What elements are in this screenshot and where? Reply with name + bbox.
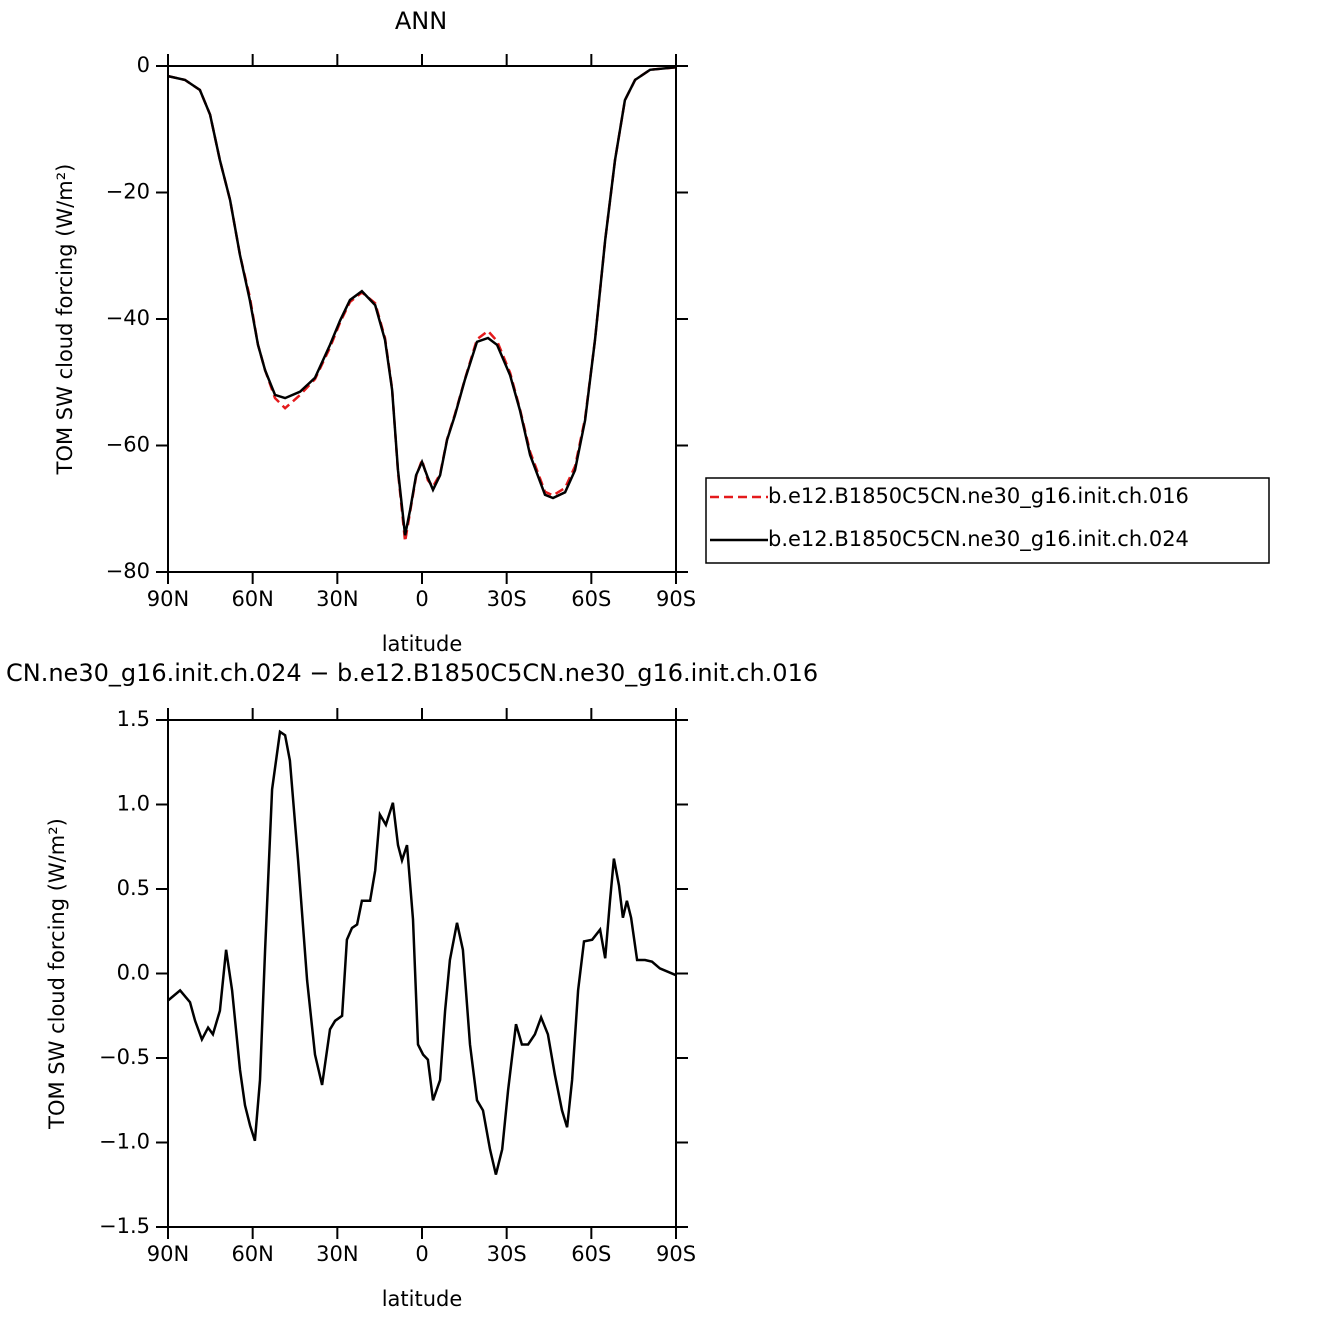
y-tick-label: 0.5 <box>117 876 150 900</box>
x-tick-label: 30S <box>487 1242 527 1266</box>
y-tick-label: −0.5 <box>99 1045 150 1069</box>
plot-frame <box>167 719 677 1228</box>
y-tick-label: −1.0 <box>99 1130 150 1154</box>
chart-title: CN.ne30_g16.init.ch.024 − b.e12.B1850C5C… <box>6 659 818 687</box>
x-tick-label: 90N <box>147 587 189 611</box>
x-tick-label: 90S <box>656 1242 696 1266</box>
x-tick-label: 90N <box>147 1242 189 1266</box>
y-tick-label: −20 <box>106 180 150 204</box>
x-tick-label: 0 <box>415 1242 428 1266</box>
x-tick-label: 60N <box>231 1242 273 1266</box>
legend-box <box>705 477 1270 564</box>
x-tick-label: 0 <box>415 587 428 611</box>
plot-frame <box>167 65 677 573</box>
y-tick-label: 0 <box>137 53 150 77</box>
y-axis-label: TOM SW cloud forcing (W/m²) <box>53 164 77 476</box>
x-tick-label: 60S <box>571 587 611 611</box>
x-axis-label: latitude <box>382 1287 463 1311</box>
data-line <box>167 729 677 1175</box>
y-tick-label: −1.5 <box>99 1214 150 1238</box>
x-tick-label: 30N <box>316 1242 358 1266</box>
data-line <box>167 66 677 536</box>
x-tick-label: 30N <box>316 587 358 611</box>
chart-title: ANN <box>395 7 447 35</box>
legend-label: b.e12.B1850C5CN.ne30_g16.init.ch.016 <box>768 484 1189 509</box>
y-tick-label: 1.5 <box>117 707 150 731</box>
y-tick-label: −80 <box>106 559 150 583</box>
y-tick-label: −60 <box>106 433 150 457</box>
x-tick-label: 90S <box>656 587 696 611</box>
legend-label: b.e12.B1850C5CN.ne30_g16.init.ch.024 <box>768 527 1189 552</box>
y-tick-label: 0.0 <box>117 961 150 985</box>
x-tick-label: 30S <box>487 587 527 611</box>
y-tick-label: 1.0 <box>117 792 150 816</box>
x-tick-label: 60N <box>231 587 273 611</box>
x-axis-label: latitude <box>382 632 463 656</box>
y-tick-label: −40 <box>106 306 150 330</box>
x-tick-label: 60S <box>571 1242 611 1266</box>
y-axis-label: TOM SW cloud forcing (W/m²) <box>45 818 69 1130</box>
